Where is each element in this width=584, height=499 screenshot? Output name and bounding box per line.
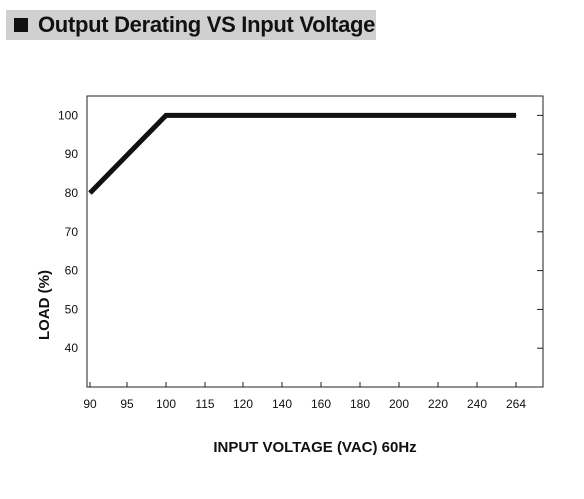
y-tick-label: 80 bbox=[65, 186, 79, 200]
x-tick-label: 180 bbox=[350, 397, 370, 411]
series-point bbox=[89, 192, 91, 194]
y-tick-label: 50 bbox=[65, 302, 79, 316]
x-tick-label: 115 bbox=[195, 397, 214, 411]
x-tick-label: 200 bbox=[389, 397, 409, 411]
x-tick-label: 240 bbox=[467, 397, 487, 411]
y-axis-ticks: 40 50 60 70 80 90 100 bbox=[58, 108, 543, 355]
x-axis-title: INPUT VOLTAGE (VAC) 60Hz bbox=[213, 439, 416, 456]
series-point bbox=[165, 114, 167, 116]
x-tick-label: 264 bbox=[506, 397, 526, 411]
y-tick-label: 90 bbox=[65, 147, 79, 161]
y-tick-label: 70 bbox=[65, 225, 79, 239]
derating-series-line bbox=[88, 112, 516, 195]
x-axis-ticks: 90 95 100 115 120 140 160 180 200 220 240 264 bbox=[83, 382, 526, 411]
y-tick-label: 40 bbox=[65, 341, 79, 355]
y-tick-label: 60 bbox=[65, 264, 79, 278]
chart-title-bar: Output Derating VS Input Voltage bbox=[6, 10, 376, 40]
title-bullet-icon bbox=[14, 18, 28, 32]
series-point bbox=[515, 114, 517, 116]
x-tick-label: 160 bbox=[311, 397, 331, 411]
y-axis-title: LOAD (%) bbox=[36, 270, 53, 340]
x-tick-label: 220 bbox=[428, 397, 448, 411]
series-layer bbox=[88, 112, 517, 195]
x-tick-label: 140 bbox=[272, 397, 292, 411]
y-tick-label: 100 bbox=[58, 108, 78, 122]
chart-title: Output Derating VS Input Voltage bbox=[38, 12, 376, 37]
x-tick-label: 90 bbox=[83, 397, 97, 411]
plot-frame bbox=[86, 95, 544, 388]
x-tick-label: 120 bbox=[233, 397, 253, 411]
x-tick-label: 100 bbox=[156, 397, 176, 411]
x-tick-label: 95 bbox=[120, 397, 134, 411]
